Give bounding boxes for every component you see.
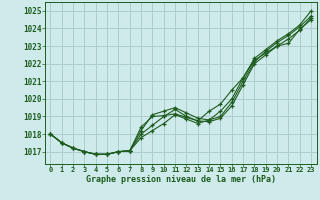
X-axis label: Graphe pression niveau de la mer (hPa): Graphe pression niveau de la mer (hPa) [86,175,276,184]
